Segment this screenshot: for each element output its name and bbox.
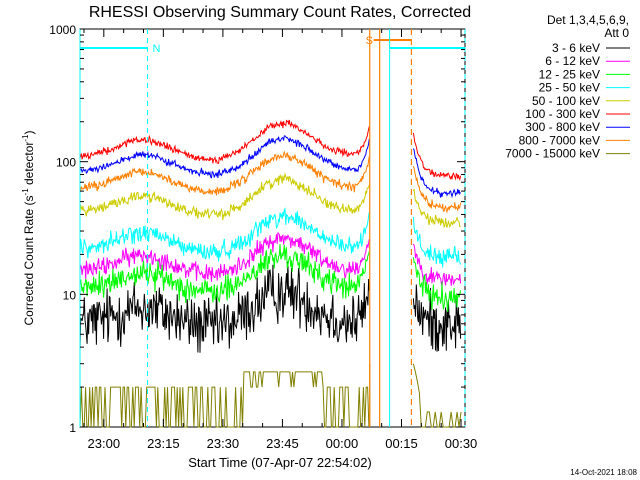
legend-detectors: Det 1,3,4,5,6,9,	[547, 13, 629, 27]
legend-entry-label: 6 - 12 keV	[545, 54, 600, 68]
y-axis-label: Corrected Count Rate (s-1 detector-1)	[21, 130, 36, 325]
y-tick-label: 10	[63, 288, 77, 302]
x-tick-label: 00:00	[326, 436, 359, 451]
x-axis-label: Start Time (07-Apr-07 22:54:02)	[188, 455, 372, 470]
legend-entry-label: 800 - 7000 keV	[519, 133, 600, 147]
series-line-800-7000kev-post	[412, 166, 462, 214]
x-tick-label: 00:30	[445, 436, 478, 451]
x-tick-label: 23:00	[88, 436, 121, 451]
legend-entry-label: 100 - 300 keV	[525, 107, 600, 121]
y-tick-label: 100	[56, 156, 76, 170]
x-tick-label: 23:45	[266, 436, 299, 451]
series-line-12-25kev	[79, 244, 370, 303]
vline-layer	[79, 29, 466, 427]
series-line-300-800kev-post	[412, 148, 462, 199]
y-axis-label-post: )	[22, 130, 36, 134]
series-line-3-6kev-post	[412, 284, 462, 352]
series-layer	[79, 119, 462, 428]
x-tick-label: 23:30	[207, 436, 240, 451]
series-line-6-12kev-post	[412, 243, 462, 287]
plot-border	[79, 28, 466, 428]
y-axis-label-sup2: -1	[21, 134, 30, 142]
series-line-25-50kev-post	[412, 216, 462, 268]
y-tick-label: 1000	[49, 23, 76, 37]
series-line-3-6kev	[79, 261, 370, 353]
axis-layer: 1 10 100 1000 23:00 23:15 23:30 23:45 00:00 00:15…	[49, 23, 477, 451]
y-axis-label-sup1: -1	[21, 188, 30, 196]
chart-title: RHESSI Observing Summary Count Rates, Co…	[89, 4, 471, 21]
legend-entry-label: 25 - 50 keV	[539, 81, 600, 95]
x-tick-label: 23:15	[147, 436, 180, 451]
series-line-7000-15000-kev-post	[412, 363, 462, 428]
legend-entry-label: 50 - 100 keV	[532, 94, 600, 108]
series-line-100-300kev-post	[412, 132, 462, 182]
series-line-7000-15000-kev	[79, 371, 370, 428]
series-line-25-50kev	[79, 207, 370, 262]
y-tick-label: 1	[69, 421, 76, 435]
night-flag-label: N	[152, 43, 160, 55]
legend-entry-label: 3 - 6 keV	[552, 41, 600, 55]
plot-frame	[79, 28, 466, 428]
series-line-50-100kev	[79, 172, 370, 220]
y-axis-label-mid: detector	[22, 142, 36, 189]
series-line-50-100kev-post	[412, 188, 461, 229]
series-line-800-7000kev	[79, 150, 370, 196]
legend-attenuator: Att 0	[604, 26, 629, 40]
series-line-100-300kev	[79, 119, 370, 164]
series-line-6-12kev	[79, 232, 370, 282]
legend-entry-label: 7000 - 15000 keV	[505, 147, 600, 161]
y-axis-label-pre: Corrected Count Rate (s	[22, 195, 36, 325]
series-line-12-25kev-post	[412, 257, 462, 312]
series-line-300-800kev	[79, 135, 370, 179]
x-tick-label: 00:15	[385, 436, 418, 451]
legend-entry-label: 300 - 800 keV	[525, 120, 600, 134]
footer-date: 14-Oct-2021 18:08	[570, 468, 637, 477]
legend-entry-label: 12 - 25 keV	[539, 67, 600, 81]
flag-layer: NS	[80, 35, 465, 55]
